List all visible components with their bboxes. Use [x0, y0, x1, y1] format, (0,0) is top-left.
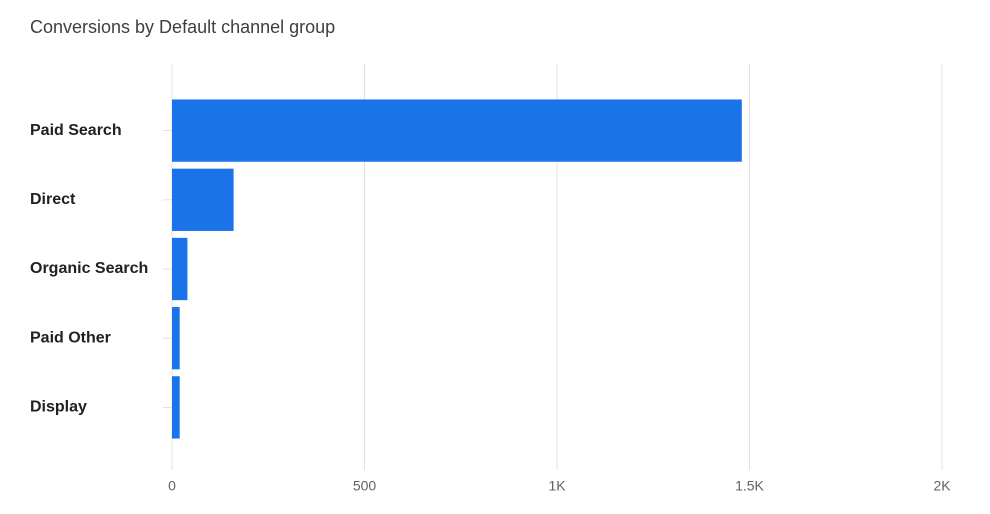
- y-tick-label: Direct: [30, 191, 76, 208]
- x-tick-label: 0: [168, 478, 176, 494]
- x-tick-label: 2K: [933, 478, 951, 494]
- bar: [172, 99, 742, 162]
- y-tick-label: Organic Search: [30, 260, 148, 277]
- x-tick-label: 1K: [548, 478, 566, 494]
- chart-title: Conversions by Default channel group: [30, 17, 335, 37]
- x-tick-label: 1.5K: [735, 478, 764, 494]
- x-tick-label: 500: [353, 478, 377, 494]
- bar: [172, 237, 188, 301]
- y-tick-label: Paid Search: [30, 122, 122, 139]
- y-tick-label: Paid Other: [30, 329, 111, 346]
- bar: [172, 168, 234, 231]
- y-tick-label: Display: [30, 399, 87, 416]
- bar: [172, 307, 180, 370]
- bar: [172, 376, 180, 439]
